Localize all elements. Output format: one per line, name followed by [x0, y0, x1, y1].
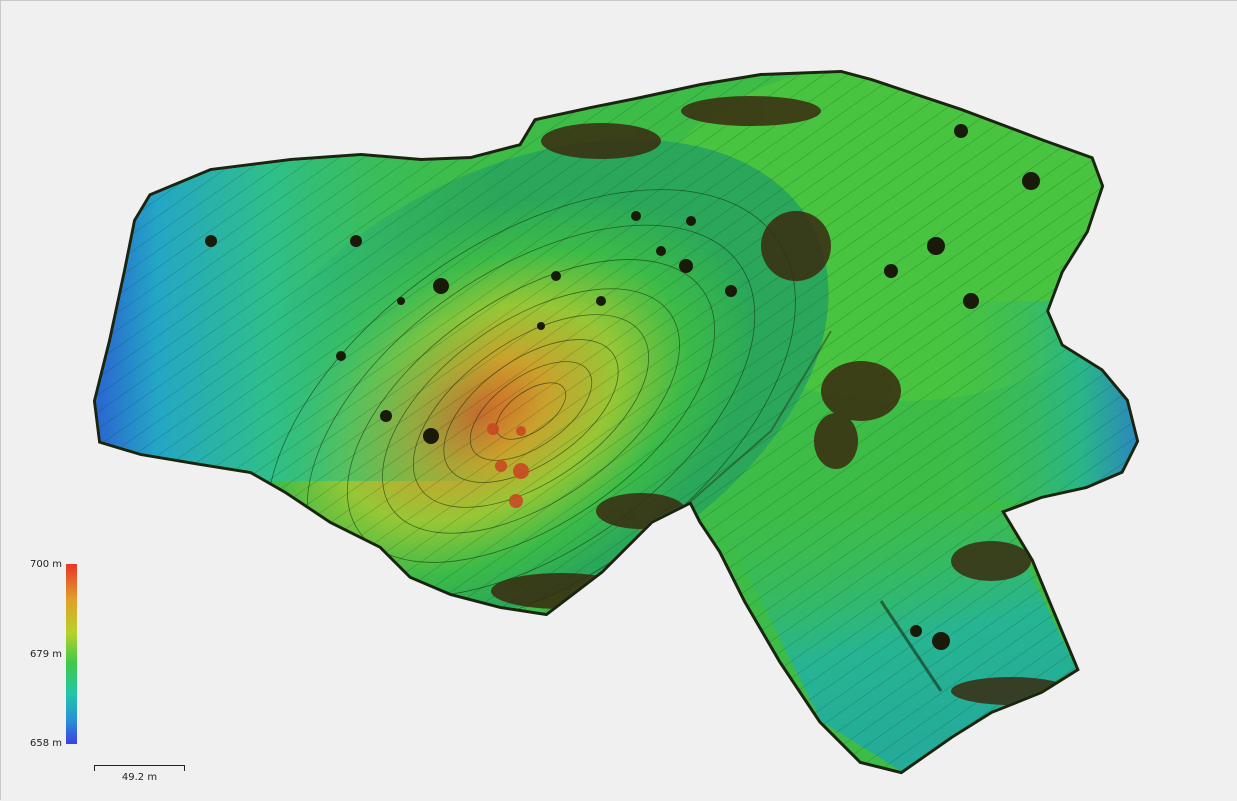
legend-min-label: 658 m — [29, 738, 62, 749]
legend-mid-label: 679 m — [29, 649, 62, 660]
scale-bar-label: 49.2 m — [121, 772, 158, 783]
legend-max-label: 700 m — [29, 559, 62, 570]
elevation-surface — [96, 73, 1136, 771]
elevation-color-ramp — [66, 564, 77, 744]
scale-bar — [94, 765, 185, 771]
